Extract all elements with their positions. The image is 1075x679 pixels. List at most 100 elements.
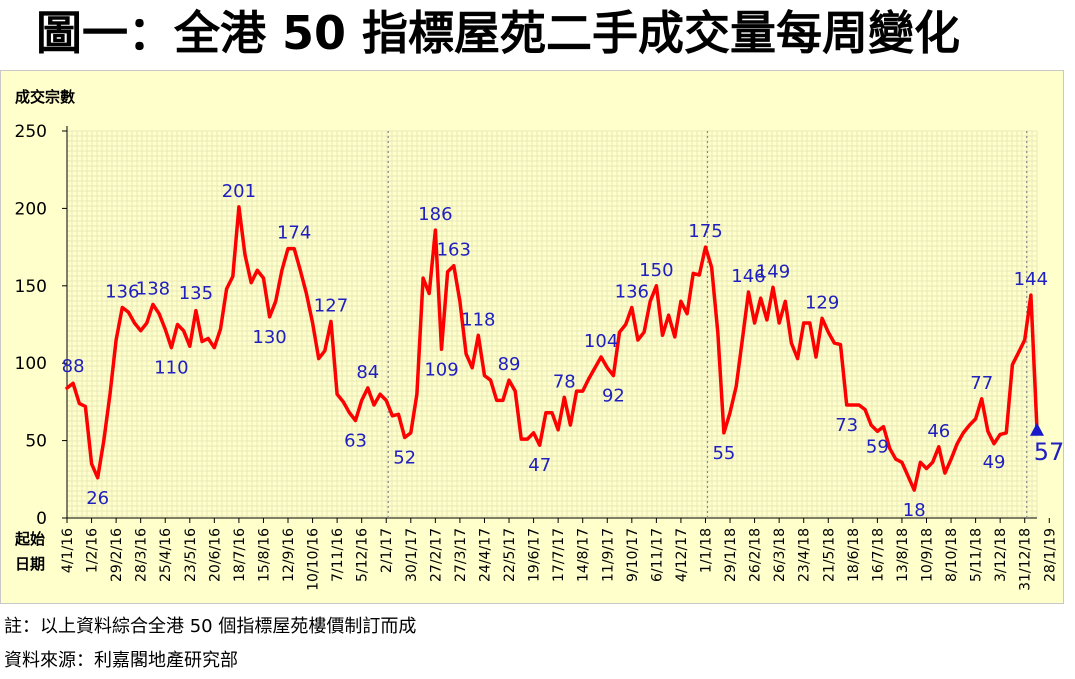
data-point [532, 431, 535, 435]
data-label: 57 [1034, 438, 1063, 466]
x-tick-label: 14/8/17 [576, 528, 592, 582]
data-point [397, 413, 400, 416]
data-point [323, 349, 327, 353]
data-point [949, 457, 953, 461]
data-point [673, 335, 676, 339]
x-tick-label: 17/7/17 [551, 528, 567, 582]
data-point [335, 392, 339, 396]
data-point [692, 272, 695, 275]
data-point [777, 321, 781, 325]
data-label: 47 [528, 455, 551, 476]
x-tick-label: 7/11/16 [330, 528, 346, 582]
y-tick-label: 0 [36, 509, 47, 529]
data-point [292, 247, 296, 250]
data-point [194, 309, 198, 312]
data-label: 49 [983, 452, 1006, 473]
x-tick-label: 5/12/16 [355, 528, 371, 582]
data-point [452, 264, 455, 267]
data-label: 150 [639, 260, 673, 281]
data-point [354, 419, 357, 422]
data-label: 110 [154, 358, 188, 379]
data-point [489, 379, 492, 382]
x-axis-label: 起始 [14, 530, 45, 548]
data-point [207, 337, 210, 340]
data-point [78, 402, 81, 405]
footnote-note: 註：以上資料綜合全港 50 個指標屋苑樓價制訂而成 [4, 616, 417, 637]
x-tick-label: 4/1/16 [60, 528, 76, 573]
data-point [274, 300, 277, 303]
data-label: 135 [179, 283, 213, 304]
data-point [599, 355, 603, 359]
x-axis-label: 日期 [15, 555, 45, 573]
data-point [992, 442, 996, 445]
data-label: 174 [277, 223, 311, 244]
x-tick-label: 24/4/17 [477, 528, 493, 582]
data-point [470, 366, 474, 370]
data-point [937, 445, 940, 448]
data-point [243, 253, 247, 257]
data-point [581, 389, 584, 393]
data-point [188, 344, 191, 348]
x-tick-label: 21/5/18 [821, 528, 837, 582]
data-point [151, 303, 155, 306]
data-point [998, 433, 1002, 436]
data-point [698, 273, 701, 277]
data-point [968, 423, 971, 427]
data-point [428, 292, 431, 295]
data-point [796, 357, 799, 360]
data-point [139, 329, 142, 332]
data-point [784, 300, 787, 303]
x-tick-label: 29/1/18 [723, 528, 739, 582]
data-point [415, 392, 419, 396]
data-point [256, 269, 259, 272]
data-point [170, 346, 173, 349]
data-label: 144 [1014, 269, 1048, 290]
data-point [366, 386, 370, 390]
x-tick-label: 25/4/16 [158, 528, 174, 582]
data-point [593, 366, 597, 370]
data-point [575, 389, 578, 393]
data-point [286, 247, 290, 250]
x-tick-label: 18/6/18 [846, 528, 862, 582]
data-point [225, 287, 228, 291]
x-tick-label: 8/10/18 [944, 528, 960, 582]
data-point [164, 327, 167, 331]
data-point [833, 341, 836, 345]
data-label: 78 [553, 371, 576, 392]
data-label: 89 [498, 354, 521, 375]
data-label: 129 [805, 292, 839, 313]
data-point [329, 320, 333, 323]
data-point [71, 382, 75, 385]
data-label: 26 [86, 488, 109, 509]
data-point [685, 312, 689, 315]
data-label: 138 [136, 278, 170, 299]
data-point [876, 430, 879, 433]
data-point [630, 306, 634, 309]
chart-title: 圖一：全港 50 指標屋苑二手成交量每周變化 [36, 6, 961, 60]
data-point [348, 411, 351, 414]
data-point [464, 352, 468, 356]
data-point [1017, 351, 1020, 354]
data-point [299, 269, 302, 272]
data-label: 136 [615, 281, 649, 302]
data-label: 130 [252, 327, 286, 348]
data-point [231, 275, 234, 278]
data-point [385, 399, 388, 402]
x-tick-label: 27/3/17 [453, 528, 469, 582]
y-tick-label: 50 [25, 432, 47, 452]
data-point [317, 357, 320, 360]
data-point [483, 374, 486, 377]
data-label: 201 [222, 181, 256, 202]
data-point [925, 467, 928, 470]
data-point [440, 348, 443, 351]
data-point [127, 310, 130, 314]
data-point [176, 323, 179, 326]
data-point [513, 389, 517, 393]
data-label: 59 [866, 437, 889, 458]
data-point [145, 321, 149, 325]
data-point [888, 447, 891, 450]
data-point [642, 331, 646, 334]
last-point-marker [1030, 422, 1044, 436]
x-tick-label: 29/2/16 [109, 528, 125, 582]
data-point [1005, 431, 1008, 435]
